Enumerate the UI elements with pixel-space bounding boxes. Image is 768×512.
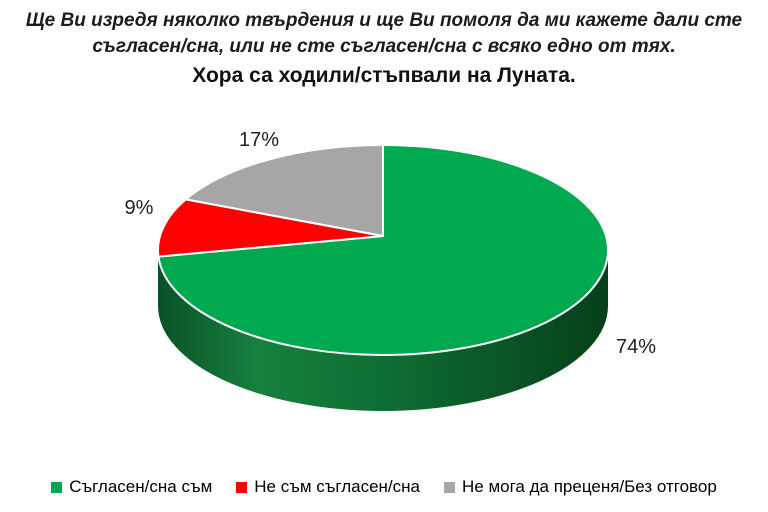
- legend-item-3: Не мога да преценя/Без отговор: [444, 477, 717, 497]
- legend-swatch-icon: [51, 481, 63, 493]
- legend-swatch-icon: [444, 481, 455, 493]
- pie-slice-3: [184, 144, 384, 237]
- pie-slice-1: [157, 144, 609, 356]
- slice-label-1: 74%: [616, 336, 656, 358]
- legend-item-1: Съгласен/сна съм: [51, 477, 212, 497]
- slice-label-2: 9%: [125, 197, 154, 219]
- question-line-2: съгласен/сна, или не сте съгласен/сна с …: [92, 36, 676, 57]
- pie-side-wall: [158, 250, 608, 411]
- legend-label-3: Не мога да преценя/Без отговор: [462, 477, 717, 496]
- legend-item-2: Не съм съгласен/сна: [236, 477, 420, 497]
- legend-label-2: Не съм съгласен/сна: [254, 477, 420, 496]
- legend-swatch-icon: [236, 481, 248, 493]
- question-line-1: Ще Ви изредя няколко твърдения и ще Ви п…: [25, 10, 743, 31]
- slice-label-3: 17%: [239, 129, 279, 151]
- pie-slice-2: [157, 198, 384, 258]
- legend-label-1: Съгласен/сна съм: [69, 477, 213, 496]
- chart-header: Ще Ви изредя няколко твърдения и ще Ви п…: [0, 8, 768, 91]
- chart-title: Хора са ходили/стъпвали на Луната.: [192, 64, 576, 87]
- chart-legend: Съгласен/сна съм Не съм съгласен/сна Не мо…: [0, 470, 768, 504]
